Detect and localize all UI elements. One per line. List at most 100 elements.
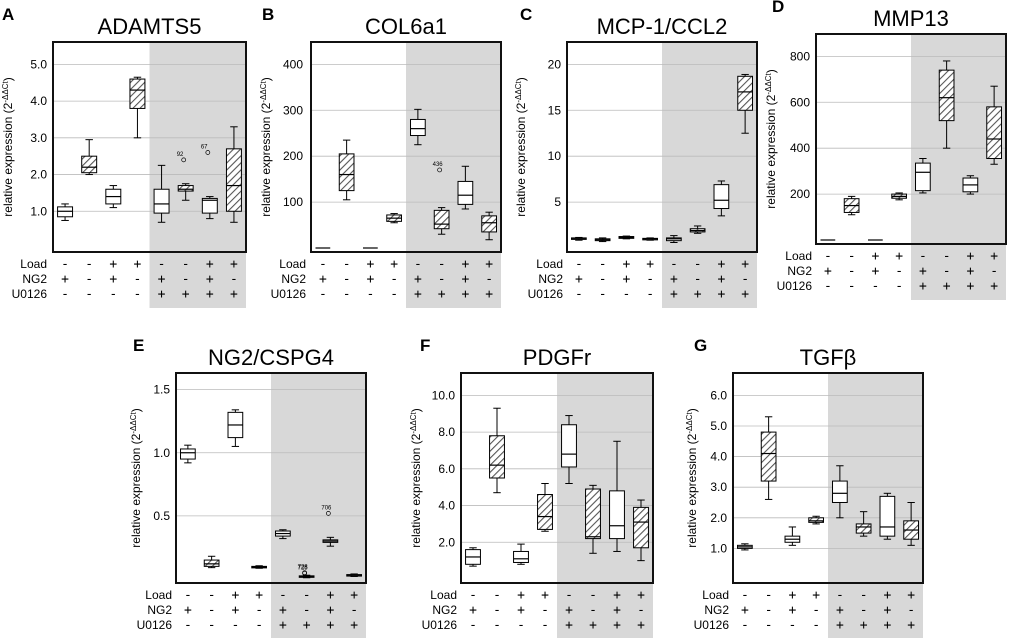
- box-8: [986, 85, 1002, 165]
- box-8: [737, 73, 753, 134]
- condition-symbol: -: [230, 272, 238, 287]
- condition-symbol: -: [599, 272, 607, 287]
- condition-symbol: +: [390, 257, 398, 272]
- condition-symbol: -: [85, 287, 93, 302]
- box-4: [642, 237, 658, 241]
- box-7: [201, 196, 218, 220]
- condition-symbol: -: [343, 272, 351, 287]
- outlier-label: 706: [321, 505, 332, 511]
- condition-symbol: +: [860, 618, 868, 633]
- condition-symbol: -: [824, 279, 832, 294]
- box-5: [666, 235, 682, 243]
- condition-row-label: NG2: [432, 603, 457, 617]
- box-5: [410, 108, 426, 146]
- condition-symbol: +: [613, 603, 621, 618]
- condition-symbol: +: [622, 257, 630, 272]
- condition-symbol: -: [895, 279, 903, 294]
- condition-symbol: -: [390, 272, 398, 287]
- condition-row-label: U0126: [694, 618, 730, 632]
- panel-a: 1.0 2.0 3.0 4.0 5.0 92 67 A ADAMTS5 relative expr…: [1, 5, 247, 308]
- box-iqr: [713, 184, 730, 210]
- condition-symbol: +: [366, 272, 374, 287]
- box-2: [594, 237, 611, 243]
- condition-symbol: +: [871, 249, 879, 264]
- box-iqr: [153, 188, 170, 214]
- y-axis-label: relative expression (2-ΔΔCt): [409, 408, 424, 547]
- box-iqr: [338, 153, 355, 192]
- condition-symbol: +: [279, 603, 287, 618]
- condition-symbol: -: [599, 287, 607, 302]
- box-2: [489, 407, 505, 494]
- condition-symbol: -: [438, 257, 446, 272]
- condition-symbol: -: [848, 279, 856, 294]
- box-5: [832, 465, 848, 519]
- condition-row-label: Load: [20, 257, 47, 271]
- box-3: [227, 409, 244, 447]
- panel-letter: G: [694, 336, 707, 355]
- condition-symbol: +: [788, 603, 796, 618]
- box-iqr: [808, 517, 824, 523]
- y-tick-label: 5.0: [30, 57, 47, 71]
- condition-symbol: +: [182, 287, 190, 302]
- box-8: [481, 211, 497, 241]
- condition-symbol: -: [575, 287, 583, 302]
- condition-symbol: +: [206, 272, 214, 287]
- condition-symbol: -: [694, 272, 702, 287]
- y-label-sup: -ΔΔCt: [129, 412, 138, 434]
- box-7: [962, 175, 979, 195]
- box-iqr: [561, 424, 577, 468]
- condition-symbol: -: [390, 287, 398, 302]
- condition-symbol: +: [990, 279, 998, 294]
- plot-frame: [52, 41, 247, 253]
- panel-letter: A: [2, 5, 14, 24]
- condition-symbol: -: [231, 618, 239, 633]
- condition-symbol: +: [158, 272, 166, 287]
- y-axis-label: relative expression (2-ΔΔCt): [1, 77, 16, 216]
- box-iqr: [760, 431, 777, 482]
- condition-symbol: -: [366, 287, 374, 302]
- box-2: [203, 555, 220, 569]
- condition-symbol: -: [575, 257, 583, 272]
- condition-symbol: -: [85, 272, 93, 287]
- y-tick-label: 5.0: [710, 419, 727, 433]
- condition-symbol: -: [158, 257, 166, 272]
- condition-symbol: +: [637, 588, 645, 603]
- y-tick-label: 200: [283, 149, 303, 163]
- box-iqr: [180, 448, 196, 460]
- box-3: [618, 235, 635, 240]
- y-tick-label: 1.0: [153, 446, 170, 460]
- box-2: [338, 139, 355, 201]
- condition-symbol: +: [517, 588, 525, 603]
- box-2: [843, 195, 860, 216]
- panel-title: TGFβ: [800, 345, 857, 370]
- box-iqr: [489, 435, 505, 479]
- y-label-sup: -ΔΔCt: [764, 73, 773, 95]
- condition-symbol: +: [326, 618, 334, 633]
- condition-symbol: -: [303, 603, 311, 618]
- condition-symbol: +: [919, 264, 927, 279]
- y-label-close: ): [409, 408, 423, 412]
- box-3: [105, 185, 122, 209]
- y-axis-label: relative expression (2-ΔΔCt): [685, 408, 700, 547]
- condition-symbol: -: [184, 588, 192, 603]
- y-tick-label: 200: [790, 187, 810, 201]
- condition-row-label: U0126: [777, 279, 813, 293]
- condition-row-label: Load: [702, 588, 729, 602]
- condition-symbol: -: [836, 588, 844, 603]
- condition-symbol: -: [919, 249, 927, 264]
- box-iqr: [585, 488, 601, 540]
- condition-symbol: -: [589, 588, 597, 603]
- condition-symbol: -: [469, 618, 477, 633]
- condition-symbol: -: [765, 603, 773, 618]
- panel-title: NG2/CSPG4: [208, 345, 334, 370]
- panel-title: MCP-1/CCL2: [597, 14, 728, 39]
- condition-symbol: -: [599, 257, 607, 272]
- outlier-label: 436: [433, 162, 444, 168]
- y-tick-label: 2.0: [438, 535, 455, 549]
- condition-row-label: U0126: [528, 287, 564, 301]
- condition-symbol: +: [565, 618, 573, 633]
- condition-symbol: +: [414, 272, 422, 287]
- condition-symbol: -: [848, 264, 856, 279]
- condition-symbol: +: [230, 257, 238, 272]
- condition-symbol: +: [836, 618, 844, 633]
